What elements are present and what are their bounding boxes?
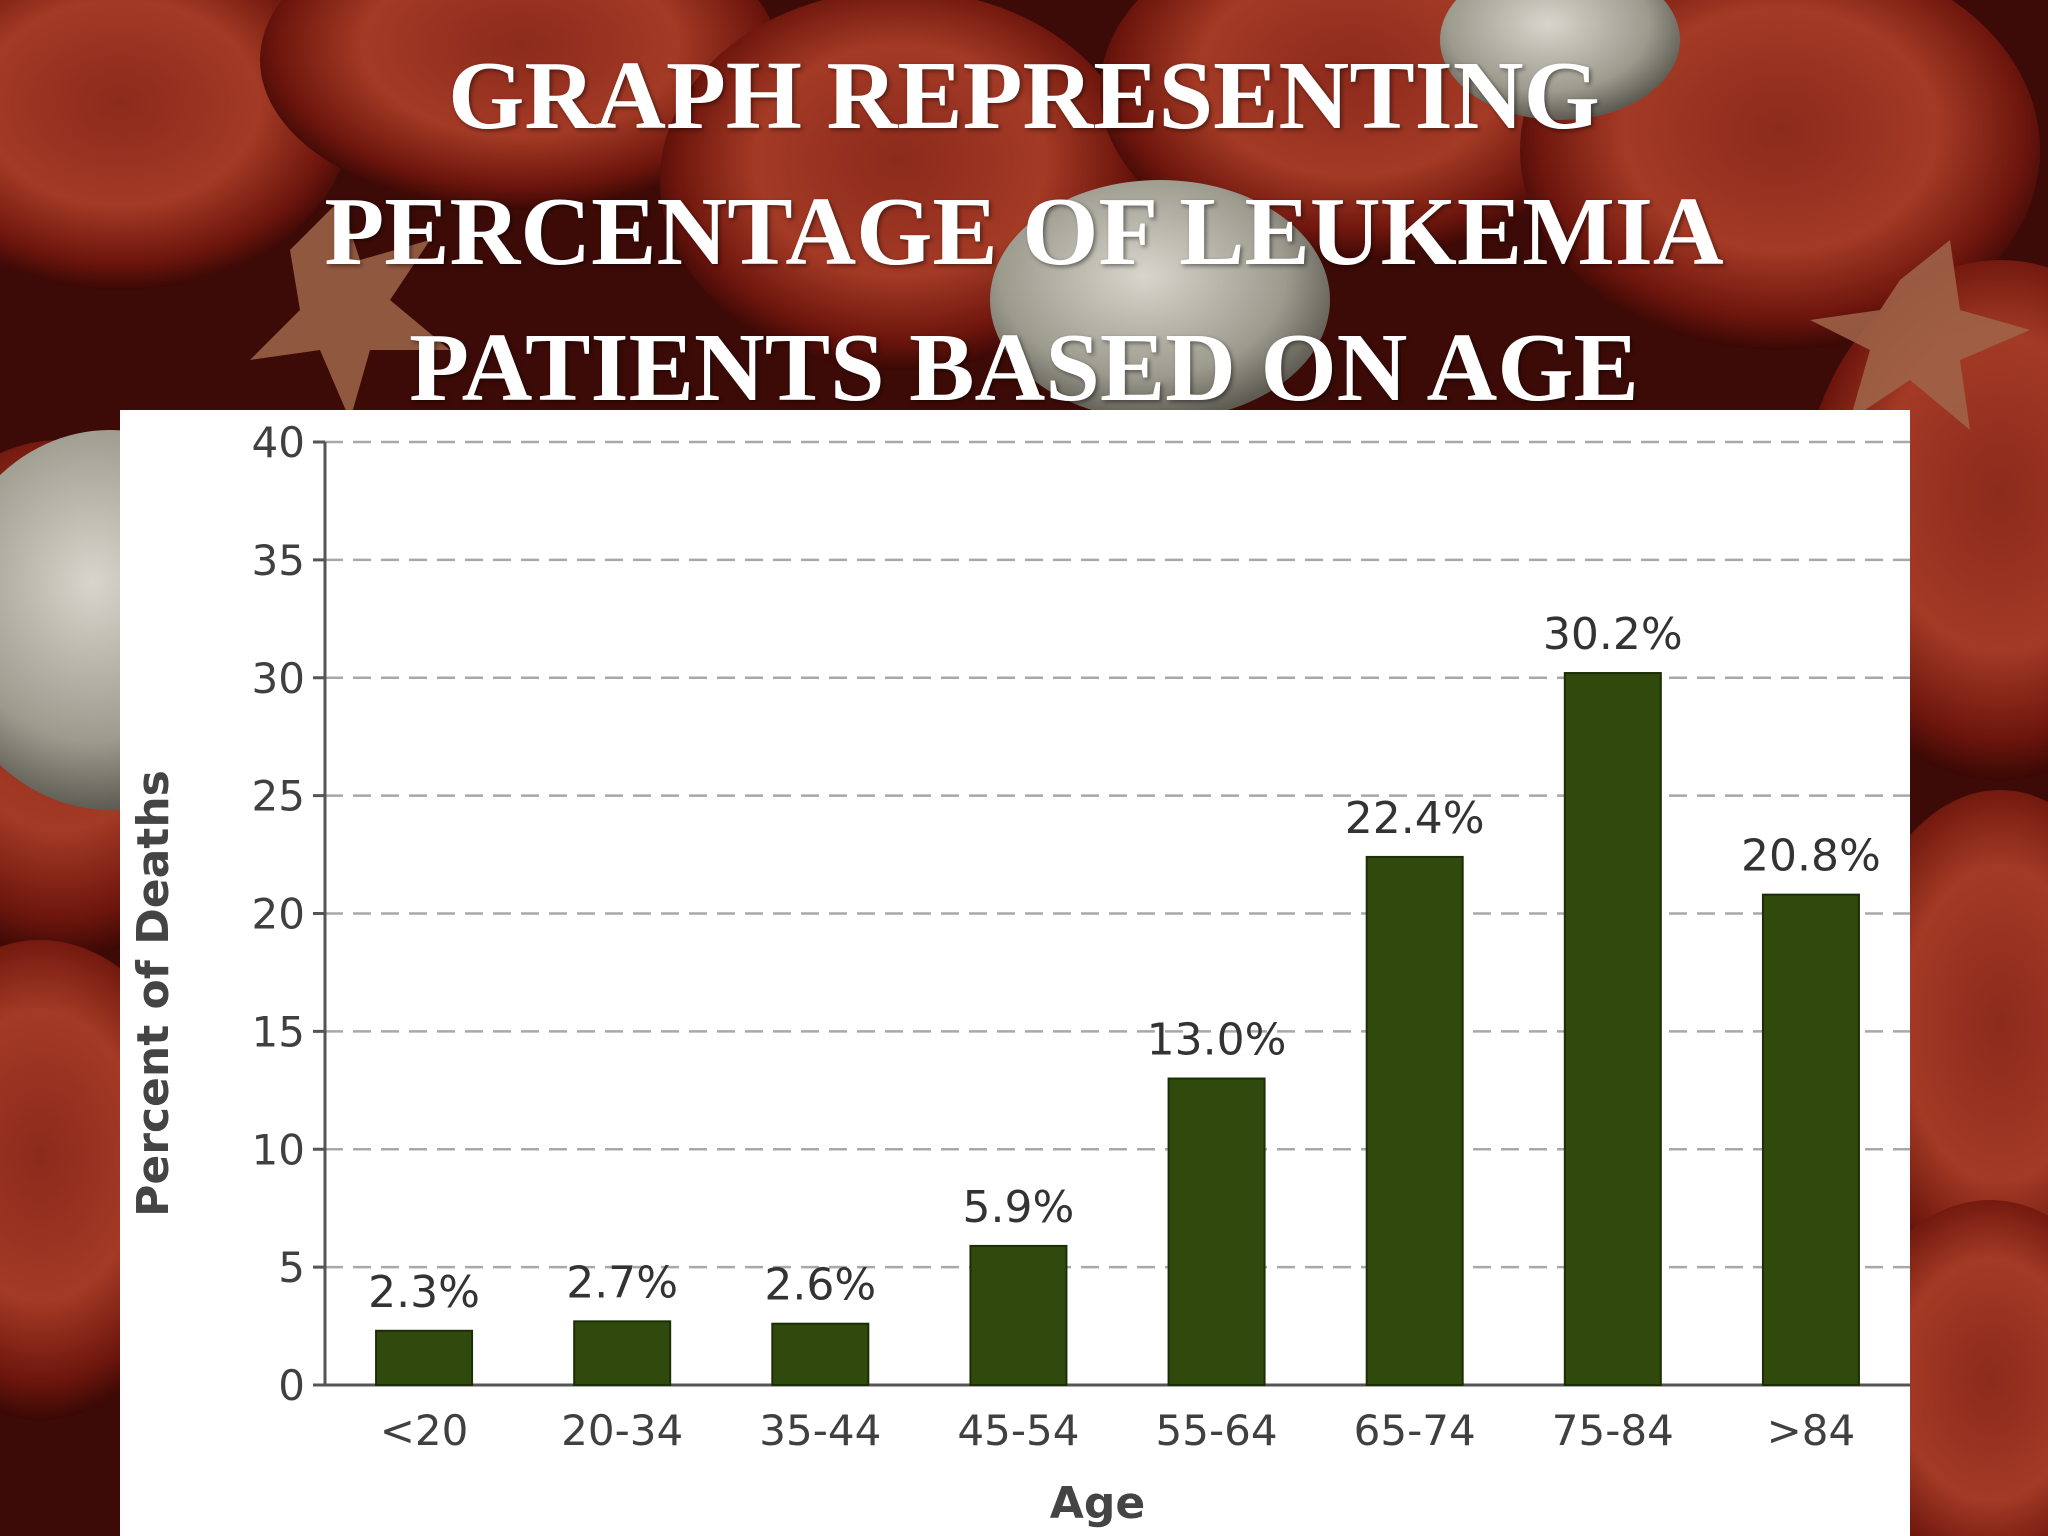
x-tick-label: >84: [1767, 1406, 1856, 1455]
bar: [573, 1320, 672, 1386]
grid-lines: [325, 440, 1910, 1269]
y-tick-label: 0: [278, 1361, 305, 1410]
slide-title-line-3: PATIENTS BASED ON AGE: [409, 314, 1639, 422]
value-label: 2.7%: [566, 1257, 678, 1308]
x-tick-label: 20-34: [561, 1406, 683, 1455]
bar: [1761, 893, 1860, 1386]
slide-title-line-1: GRAPH REPRESENTING: [448, 42, 1600, 150]
bar: [1167, 1077, 1266, 1387]
y-tick-label: 10: [252, 1125, 305, 1174]
y-tick-label: 15: [252, 1007, 305, 1056]
y-tick-label: 20: [252, 890, 305, 939]
y-tick-label: 30: [252, 654, 305, 703]
x-axis-title: Age: [1050, 1478, 1145, 1529]
y-tick-labels: 0 5 10 15 20 25 30 35 40: [252, 418, 305, 1410]
x-tick-labels: <20 20-34 35-44 45-54 55-64 65-74 75-84 >84: [380, 1406, 1856, 1455]
value-label: 2.3%: [368, 1267, 480, 1318]
x-tick-label: 75-84: [1552, 1406, 1674, 1455]
x-tick-label: 35-44: [759, 1406, 881, 1455]
value-label: 20.8%: [1741, 831, 1881, 882]
bars: [375, 672, 1860, 1387]
y-axis-title: Percent of Deaths: [128, 770, 179, 1217]
value-label: 30.2%: [1543, 609, 1683, 660]
slide-title-line-2: PERCENTAGE OF LEUKEMIA: [324, 178, 1724, 286]
bar: [969, 1244, 1068, 1386]
y-tick-label: 40: [252, 418, 305, 467]
x-tick-label: 45-54: [957, 1406, 1079, 1455]
y-tick-label: 25: [252, 772, 305, 821]
x-tick-label: <20: [380, 1406, 469, 1455]
bar: [1563, 672, 1662, 1387]
value-label: 5.9%: [963, 1182, 1075, 1233]
y-tick-label: 35: [252, 536, 305, 585]
value-label: 13.0%: [1147, 1015, 1287, 1066]
bar: [1365, 855, 1464, 1387]
value-label: 2.6%: [764, 1260, 876, 1311]
value-labels: 2.3% 2.7% 2.6% 5.9% 13.0% 22.4% 30.2% 20.8%: [368, 609, 1881, 1318]
x-tick-label: 55-64: [1156, 1406, 1278, 1455]
bar: [771, 1322, 870, 1387]
bar: [375, 1329, 474, 1387]
bar-chart: 0 5 10 15 20 25 30 35 40 2.3% 2.7% 2.6% 5.9% 13.0% 22…: [128, 418, 1910, 1529]
y-tick-label: 5: [278, 1243, 305, 1292]
value-label: 22.4%: [1345, 793, 1485, 844]
x-tick-label: 65-74: [1354, 1406, 1476, 1455]
slide-title: GRAPH REPRESENTING PERCENTAGE OF LEUKEMI…: [0, 28, 2048, 436]
chart-panel: 0 5 10 15 20 25 30 35 40 2.3% 2.7% 2.6% 5.9% 13.0% 22…: [120, 410, 1910, 1536]
